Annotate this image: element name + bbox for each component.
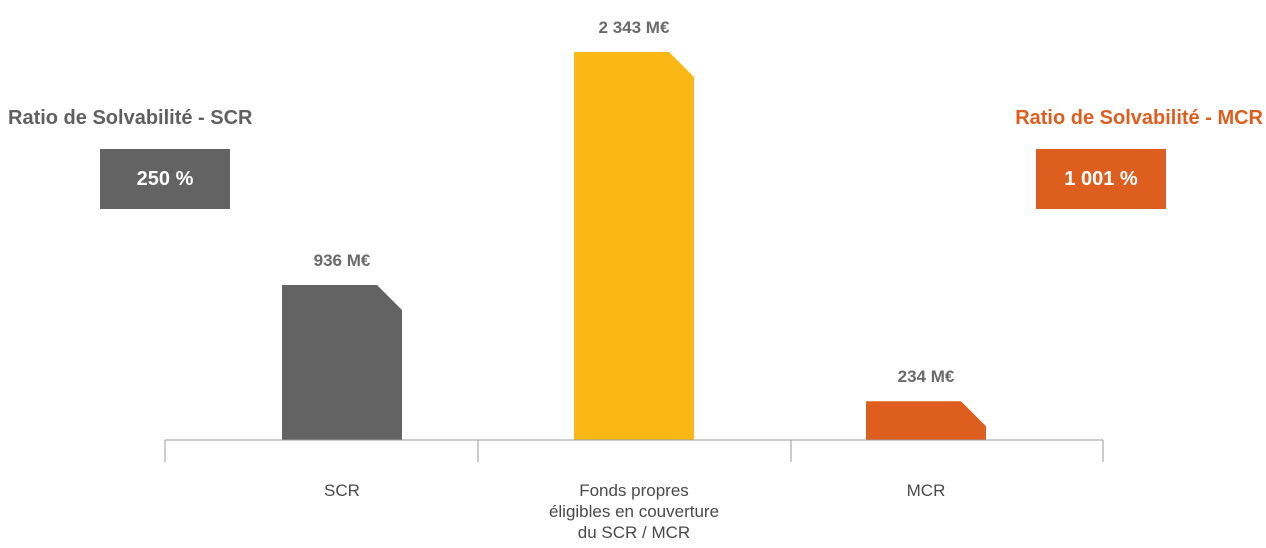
category-label-1: SCR <box>324 481 360 500</box>
mcr-ratio-title: Ratio de Solvabilité - MCR <box>1015 107 1263 129</box>
category-label-3: MCR <box>907 481 946 500</box>
bar-2 <box>574 52 694 440</box>
category-label-2: Fonds propres éligibles en couverture du S… <box>549 481 719 542</box>
mcr-ratio-badge: 1 001 % <box>1036 149 1166 209</box>
bar-1 <box>282 284 402 440</box>
bar-value-label-1: 936 M€ <box>314 251 371 270</box>
bar-3 <box>866 401 986 440</box>
scr-ratio-badge: 250 % <box>100 149 230 209</box>
bar-value-label-3: 234 M€ <box>898 367 955 386</box>
scr-ratio-title: Ratio de Solvabilité - SCR <box>8 107 253 129</box>
mcr-ratio-value: 1 001 % <box>1064 167 1138 190</box>
scr-ratio-value: 250 % <box>136 167 194 190</box>
bar-value-label-2: 2 343 M€ <box>599 18 670 37</box>
